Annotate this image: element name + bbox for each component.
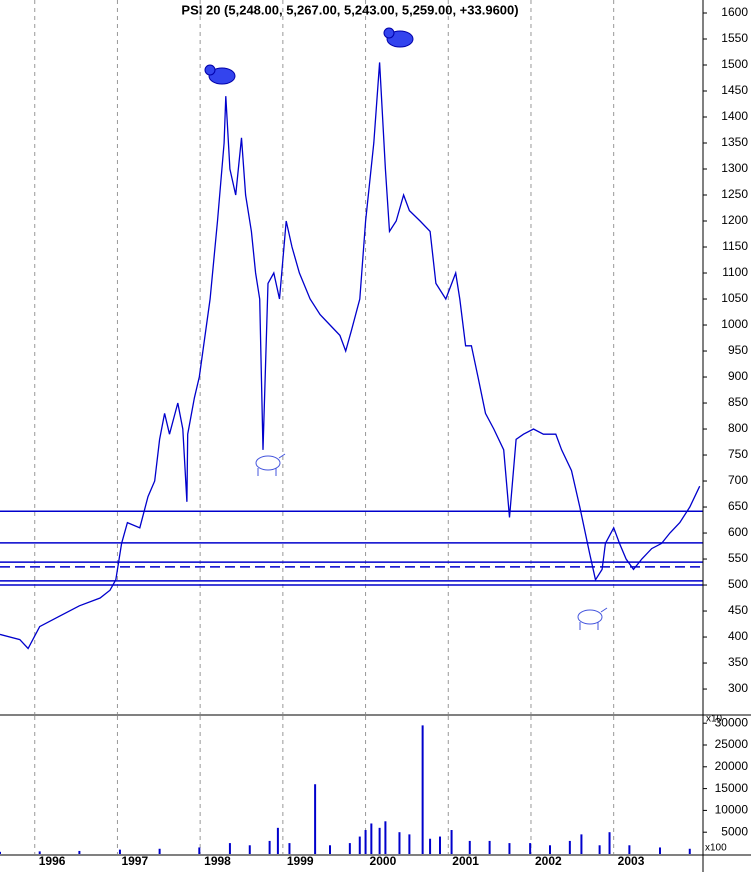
volume-bar (276, 827, 279, 854)
volume-bar (0, 851, 1, 854)
y-tick-label: 1300 (721, 161, 748, 175)
volume-bar (408, 834, 411, 854)
volume-bar (198, 847, 201, 854)
volume-bar (450, 830, 453, 854)
axis-annotation: x10 (706, 714, 723, 725)
volume-bar (438, 836, 441, 854)
volume-bar (328, 845, 331, 854)
y-tick-label: 15000 (715, 781, 749, 795)
volume-bar (248, 845, 251, 854)
x-tick-label: 1996 (39, 854, 66, 868)
bull-icon (255, 453, 608, 630)
y-tick-label: 5000 (721, 824, 748, 838)
icons (204, 27, 608, 630)
y-tick-label: 10000 (715, 803, 749, 817)
x-tick-label: 2001 (452, 854, 479, 868)
volume-bar (488, 840, 491, 854)
y-tick-label: 20000 (715, 759, 749, 773)
volume-bar (598, 845, 601, 854)
volume-bar (384, 821, 387, 854)
volume-bar (580, 834, 583, 854)
x-tick-label: 1999 (287, 854, 314, 868)
y-tick-label: 1150 (722, 239, 748, 253)
volume-bar (568, 840, 571, 854)
volume-bar (628, 845, 631, 854)
volume-bar (370, 823, 373, 854)
volume-bar (429, 838, 432, 854)
y-tick-label: 700 (728, 473, 748, 487)
y-tick-label: 550 (728, 551, 748, 565)
x-tick-label: 2003 (618, 854, 645, 868)
y-tick-label: 1350 (721, 135, 748, 149)
y-tick-label: 650 (728, 499, 748, 513)
volume-bar (421, 725, 424, 854)
y-tick-label: 25000 (715, 737, 749, 751)
chart-title: PSI 20 (5,248.00, 5,267.00, 5,243.00, 5,… (181, 2, 518, 17)
y-tick-label: 800 (728, 421, 748, 435)
y-tick-label: 1400 (721, 109, 748, 123)
x-tick-label: 2000 (370, 854, 397, 868)
y-tick-label: 1050 (721, 291, 748, 305)
y-tick-label: 1000 (721, 317, 748, 331)
y-tick-label: 1500 (721, 57, 748, 71)
volume-bar (364, 830, 367, 854)
volume-bar (398, 832, 401, 854)
y-tick-label: 450 (728, 603, 748, 617)
y-tick-label: 850 (728, 395, 748, 409)
volume-bar (358, 836, 361, 854)
y-tick-label: 1450 (721, 83, 748, 97)
axis-annotation: x100 (705, 843, 727, 854)
y-tick-label: 300 (728, 681, 748, 695)
volume-bar (688, 848, 691, 854)
volume-bar (378, 827, 381, 854)
volume-bar (268, 840, 271, 854)
x-tick-label: 2002 (535, 854, 562, 868)
volume-bar (78, 850, 81, 854)
y-tick-label: 900 (728, 369, 748, 383)
y-tick-label: 30000 (715, 715, 749, 729)
y-tick-label: 1200 (721, 213, 748, 227)
volume-bar (348, 843, 351, 854)
y-tick-label: 1100 (722, 265, 748, 279)
volume-bar (158, 848, 161, 854)
volume-bar (608, 832, 611, 854)
volume-bar (468, 840, 471, 854)
volume-bar (228, 843, 231, 854)
volume-bar (508, 843, 511, 854)
y-tick-label: 350 (728, 655, 748, 669)
y-tick-label: 1550 (721, 31, 748, 45)
volume-bar (529, 843, 532, 854)
volume-bar (118, 849, 121, 854)
volume-bar (658, 847, 661, 854)
x-tick-label: 1997 (121, 854, 148, 868)
y-tick-label: 1600 (721, 5, 748, 19)
x-tick-label: 1998 (204, 854, 231, 868)
bear-icon (204, 27, 414, 85)
y-tick-label: 950 (728, 343, 748, 357)
volume-bar (314, 784, 317, 854)
y-tick-label: 400 (728, 629, 748, 643)
y-tick-label: 750 (728, 447, 748, 461)
y-tick-label: 1250 (721, 187, 748, 201)
price-line (0, 62, 701, 650)
volume-bar (548, 845, 551, 854)
y-tick-label: 500 (728, 577, 748, 591)
y-tick-label: 600 (728, 525, 748, 539)
volume-bar (38, 851, 41, 854)
volume-bar (288, 843, 291, 854)
